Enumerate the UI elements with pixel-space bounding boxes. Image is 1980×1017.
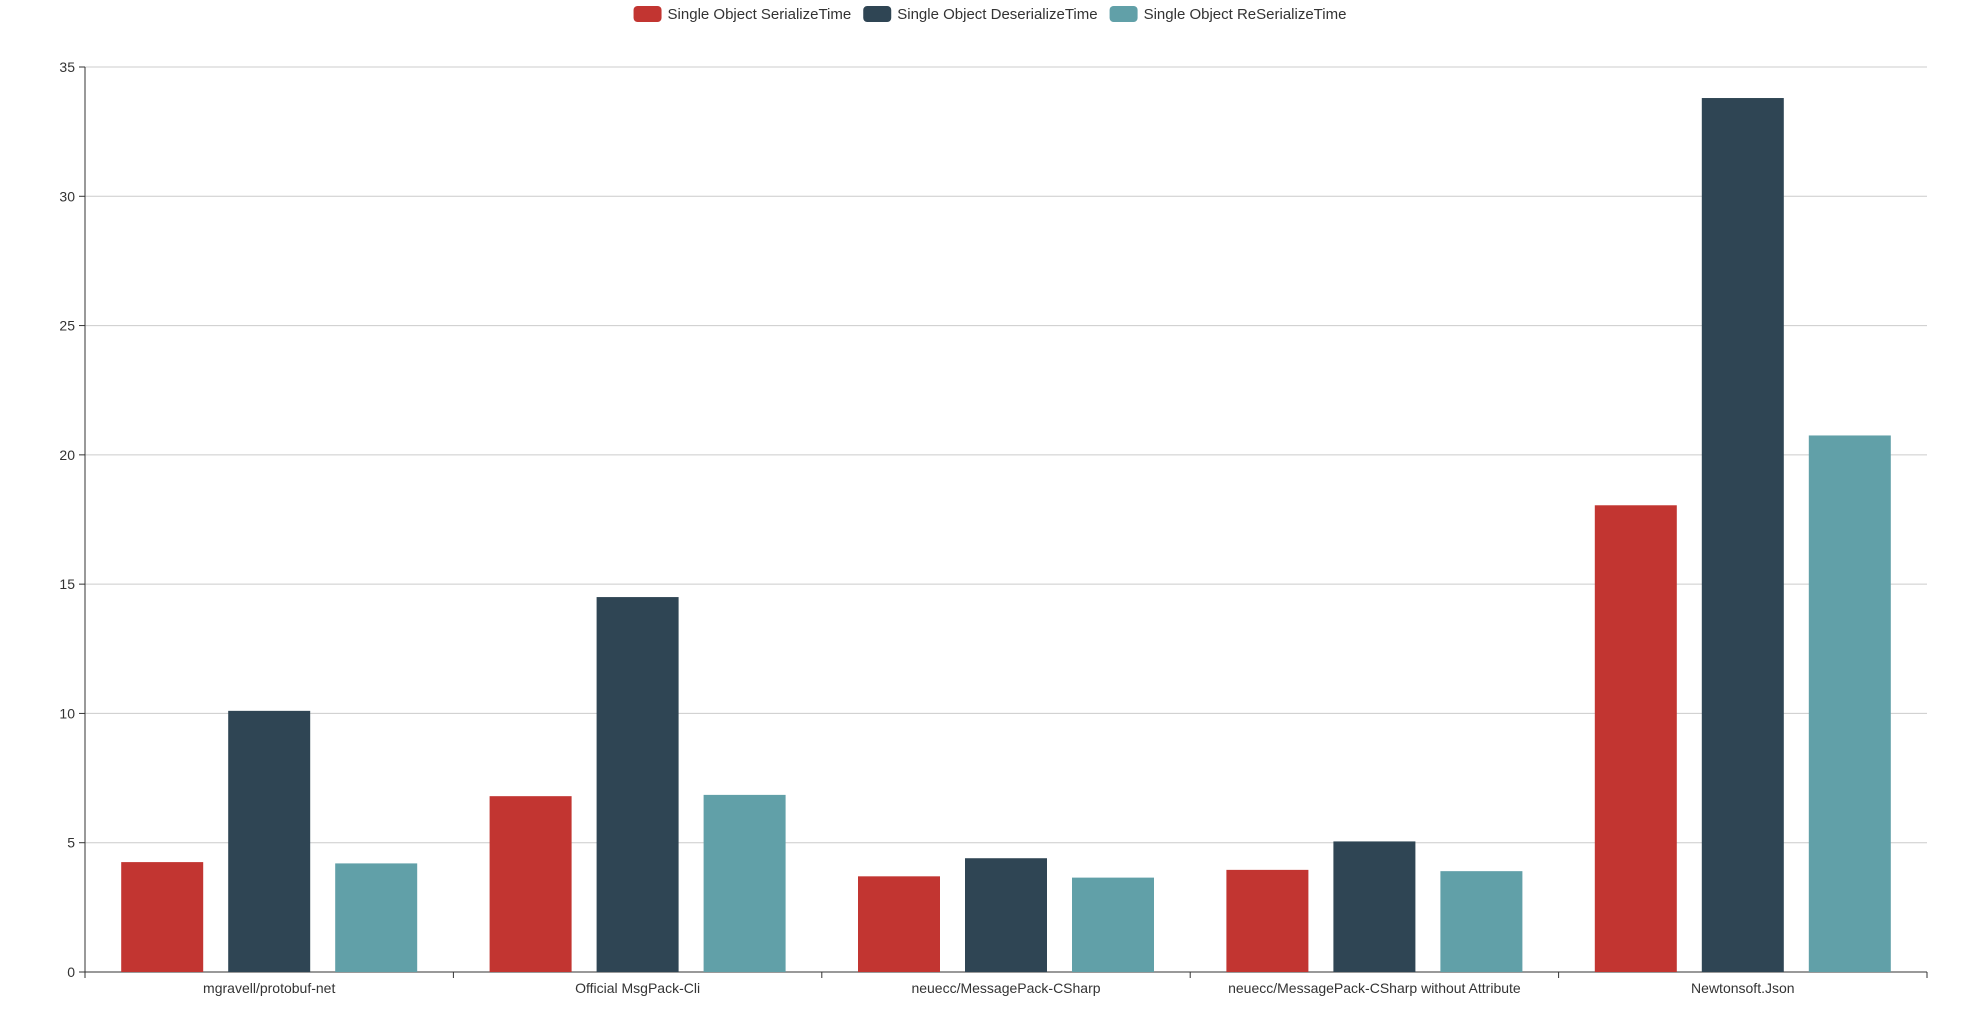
bars bbox=[121, 98, 1891, 973]
x-category-label: Newtonsoft.Json bbox=[1691, 980, 1795, 996]
bar-deserialize[interactable] bbox=[1333, 841, 1416, 972]
bar-deserialize[interactable] bbox=[228, 710, 311, 972]
legend: Single Object SerializeTime Single Object… bbox=[633, 6, 1347, 23]
legend-swatch bbox=[1109, 6, 1138, 22]
x-axis: mgravell/protobuf-net Official MsgPack-Cl… bbox=[84, 971, 1928, 996]
bar-reserialize[interactable] bbox=[1072, 877, 1154, 972]
x-category-label: neuecc/MessagePack-CSharp without Attrib… bbox=[1228, 980, 1521, 996]
y-tick-label: 15 bbox=[59, 576, 75, 592]
bar-serialize[interactable] bbox=[1594, 505, 1677, 972]
legend-label: Single Object ReSerializeTime bbox=[1144, 6, 1347, 23]
legend-item[interactable]: Single Object SerializeTime bbox=[633, 6, 852, 23]
legend-swatch bbox=[633, 6, 662, 22]
y-tick-label: 5 bbox=[67, 835, 75, 851]
bar-reserialize[interactable] bbox=[703, 794, 786, 972]
bar-deserialize[interactable] bbox=[1701, 98, 1784, 973]
legend-label: Single Object DeserializeTime bbox=[897, 6, 1097, 23]
bar-deserialize[interactable] bbox=[965, 858, 1047, 972]
legend-swatch bbox=[863, 6, 892, 22]
bar-reserialize[interactable] bbox=[1808, 435, 1891, 972]
y-tick-label: 20 bbox=[59, 447, 75, 463]
bar-reserialize[interactable] bbox=[1440, 871, 1523, 972]
y-tick-label: 35 bbox=[59, 59, 75, 75]
bar-serialize[interactable] bbox=[1226, 869, 1309, 972]
x-category-label: Official MsgPack-Cli bbox=[575, 980, 700, 996]
y-tick-label: 25 bbox=[59, 318, 75, 334]
y-tick-label: 30 bbox=[59, 188, 75, 204]
y-tick-label: 0 bbox=[67, 964, 75, 980]
legend-item[interactable]: Single Object ReSerializeTime bbox=[1109, 6, 1347, 23]
legend-label: Single Object SerializeTime bbox=[668, 6, 852, 23]
bar-serialize[interactable] bbox=[489, 796, 572, 972]
grid-lines bbox=[85, 66, 1927, 844]
x-category-label: mgravell/protobuf-net bbox=[203, 980, 335, 996]
bar-reserialize[interactable] bbox=[335, 863, 418, 972]
y-tick-label: 10 bbox=[59, 705, 75, 721]
legend-item[interactable]: Single Object DeserializeTime bbox=[863, 6, 1098, 23]
x-category-label: neuecc/MessagePack-CSharp bbox=[911, 980, 1100, 996]
y-axis: 0 5 10 15 20 25 30 35 bbox=[59, 59, 86, 980]
bar-deserialize[interactable] bbox=[596, 597, 679, 972]
bar-serialize[interactable] bbox=[858, 876, 940, 972]
bar-serialize[interactable] bbox=[121, 862, 204, 972]
